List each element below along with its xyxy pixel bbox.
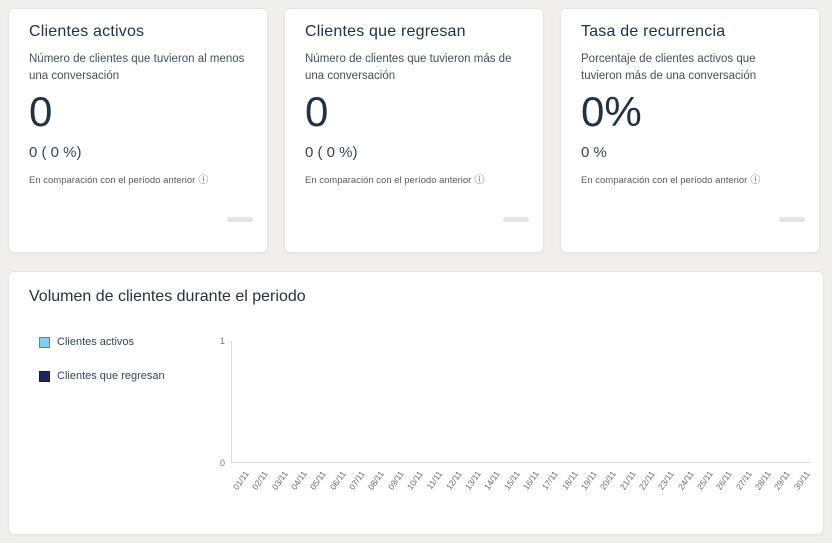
sparkline-placeholder: [779, 217, 805, 222]
card-description: Número de clientes que tuvieron al menos…: [29, 53, 245, 82]
x-axis-label: 18/11: [559, 469, 580, 492]
comparison-note: En comparación con el período anterior: [29, 175, 196, 187]
x-axis-label: 17/11: [540, 469, 561, 492]
card-title: Clientes que regresan: [305, 23, 466, 40]
x-axis-label: 16/11: [520, 469, 541, 492]
x-axis-label: 30/11: [791, 469, 812, 492]
x-axis-label: 29/11: [772, 469, 793, 492]
x-axis-label: 12/11: [443, 469, 464, 492]
legend-label: Clientes que regresan: [57, 370, 165, 382]
comparison-note-row: En comparación con el período anterior ⓘ: [305, 175, 523, 186]
x-axis-label: 21/11: [617, 469, 638, 492]
x-axis-label: 20/11: [598, 469, 619, 492]
x-axis-label: 27/11: [733, 469, 754, 492]
y-axis-tick-1: 1: [219, 336, 225, 346]
x-axis-label: 23/11: [656, 469, 677, 492]
x-axis-label: 04/11: [288, 469, 309, 492]
x-axis-label: 01/11: [230, 469, 251, 492]
x-axis-label: 09/11: [385, 469, 406, 492]
metric-comparison: 0 %: [581, 144, 607, 162]
sparkline-placeholder: [227, 217, 253, 222]
metric-comparison: 0 ( 0 %): [305, 144, 358, 162]
comparison-note-row: En comparación con el período anterior ⓘ: [581, 175, 799, 186]
stat-card-clientes-que-regresan: Clientes que regresan Número de clientes…: [284, 8, 544, 253]
x-axis-label: 26/11: [714, 469, 735, 492]
legend-item-clientes-activos[interactable]: Clientes activos: [39, 336, 165, 348]
chart-legend: Clientes activos Clientes que regresan: [39, 336, 165, 382]
x-axis-label: 28/11: [752, 469, 773, 492]
card-title: Clientes activos: [29, 23, 145, 40]
x-axis-label: 08/11: [366, 469, 387, 492]
comparison-note: En comparación con el período anterior: [305, 175, 472, 187]
x-axis-label: 06/11: [327, 469, 348, 492]
legend-label: Clientes activos: [57, 336, 135, 348]
x-axis-label: 25/11: [694, 469, 715, 492]
y-axis-tick-0: 0: [219, 458, 225, 468]
x-axis-label: 02/11: [250, 469, 271, 492]
comparison-note-row: En comparación con el período anterior ⓘ: [29, 175, 247, 186]
stat-card-clientes-activos: Clientes activos Número de clientes que …: [8, 8, 268, 253]
metric-value: 0: [305, 88, 329, 136]
info-icon[interactable]: ⓘ: [750, 174, 761, 186]
x-axis-label: 22/11: [636, 469, 657, 492]
legend-swatch-clientes-activos: [39, 336, 50, 348]
card-title: Tasa de recurrencia: [581, 23, 726, 40]
comparison-note: En comparación con el período anterior: [581, 175, 748, 187]
x-axis-label: 19/11: [578, 469, 599, 492]
legend-item-clientes-que-regresan[interactable]: Clientes que regresan: [39, 370, 165, 382]
x-axis-label: 14/11: [482, 469, 503, 492]
x-axis-label: 07/11: [346, 469, 367, 492]
plot-area: [231, 341, 811, 463]
x-axis-label: 05/11: [308, 469, 329, 492]
x-axis-label: 03/11: [269, 469, 290, 492]
x-axis-label: 24/11: [675, 469, 696, 492]
stat-card-tasa-de-recurrencia: Tasa de recurrencia Porcentaje de client…: [560, 8, 820, 253]
metric-value: 0: [29, 88, 53, 136]
metric-value: 0%: [581, 88, 642, 136]
chart-title: Volumen de clientes durante el periodo: [29, 288, 306, 305]
info-icon[interactable]: ⓘ: [198, 174, 209, 186]
card-description: Porcentaje de clientes activos que tuvie…: [581, 53, 757, 82]
x-axis-labels: 01/11 02/11 03/11 04/11 05/11 06/11 07/11 08/11…: [230, 465, 812, 511]
x-axis-label: 10/11: [404, 469, 425, 492]
chart-card: Volumen de clientes durante el periodo C…: [8, 271, 824, 535]
card-description: Número de clientes que tuvieron más de u…: [305, 53, 512, 82]
x-axis-label: 15/11: [501, 469, 522, 492]
legend-swatch-clientes-que-regresan: [39, 370, 50, 382]
metric-comparison: 0 ( 0 %): [29, 144, 82, 162]
info-icon[interactable]: ⓘ: [474, 174, 485, 186]
x-axis-label: 11/11: [424, 469, 445, 492]
sparkline-placeholder: [503, 217, 529, 222]
x-axis-label: 13/11: [462, 469, 483, 492]
stat-cards-row: Clientes activos Número de clientes que …: [8, 8, 820, 253]
